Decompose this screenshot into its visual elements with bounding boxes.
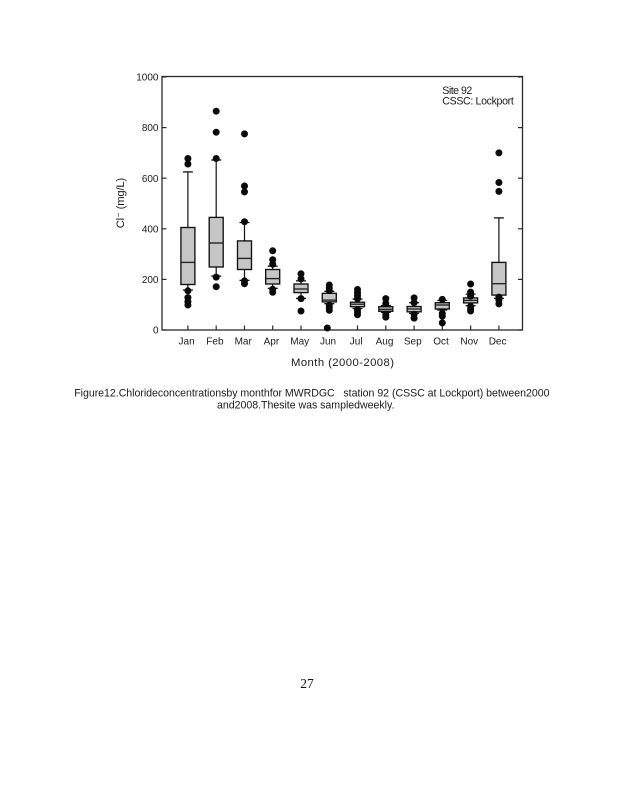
svg-text:600: 600 xyxy=(142,174,159,185)
svg-text:Site 92: Site 92 xyxy=(442,85,472,97)
svg-text:0: 0 xyxy=(153,326,159,337)
svg-text:Cl⁻ (mg/L): Cl⁻ (mg/L) xyxy=(115,178,127,229)
svg-text:Jun: Jun xyxy=(320,337,336,348)
svg-text:May: May xyxy=(290,337,309,348)
svg-text:200: 200 xyxy=(142,275,159,286)
svg-text:Nov: Nov xyxy=(460,337,478,348)
svg-text:Month (2000-2008): Month (2000-2008) xyxy=(291,357,394,369)
svg-text:400: 400 xyxy=(142,224,159,235)
svg-text:Mar: Mar xyxy=(235,337,253,348)
svg-text:27: 27 xyxy=(300,676,314,691)
svg-text:and2008.Thesite was sampledwee: and2008.Thesite was sampledweekly. xyxy=(217,399,394,411)
svg-text:1000: 1000 xyxy=(136,73,159,84)
svg-text:800: 800 xyxy=(142,123,159,134)
svg-text:Figure12.Chlorideconcentration: Figure12.Chlorideconcentrationsby monthf… xyxy=(74,387,549,399)
svg-text:CSSC: Lockport: CSSC: Lockport xyxy=(442,96,514,108)
svg-text:Feb: Feb xyxy=(206,337,224,348)
svg-text:Apr: Apr xyxy=(264,337,280,348)
svg-text:Jan: Jan xyxy=(179,337,195,348)
svg-text:Sep: Sep xyxy=(404,337,422,348)
svg-text:Oct: Oct xyxy=(433,337,449,348)
svg-text:Dec: Dec xyxy=(489,337,507,348)
svg-text:Jul: Jul xyxy=(350,337,363,348)
svg-text:Aug: Aug xyxy=(376,337,394,348)
